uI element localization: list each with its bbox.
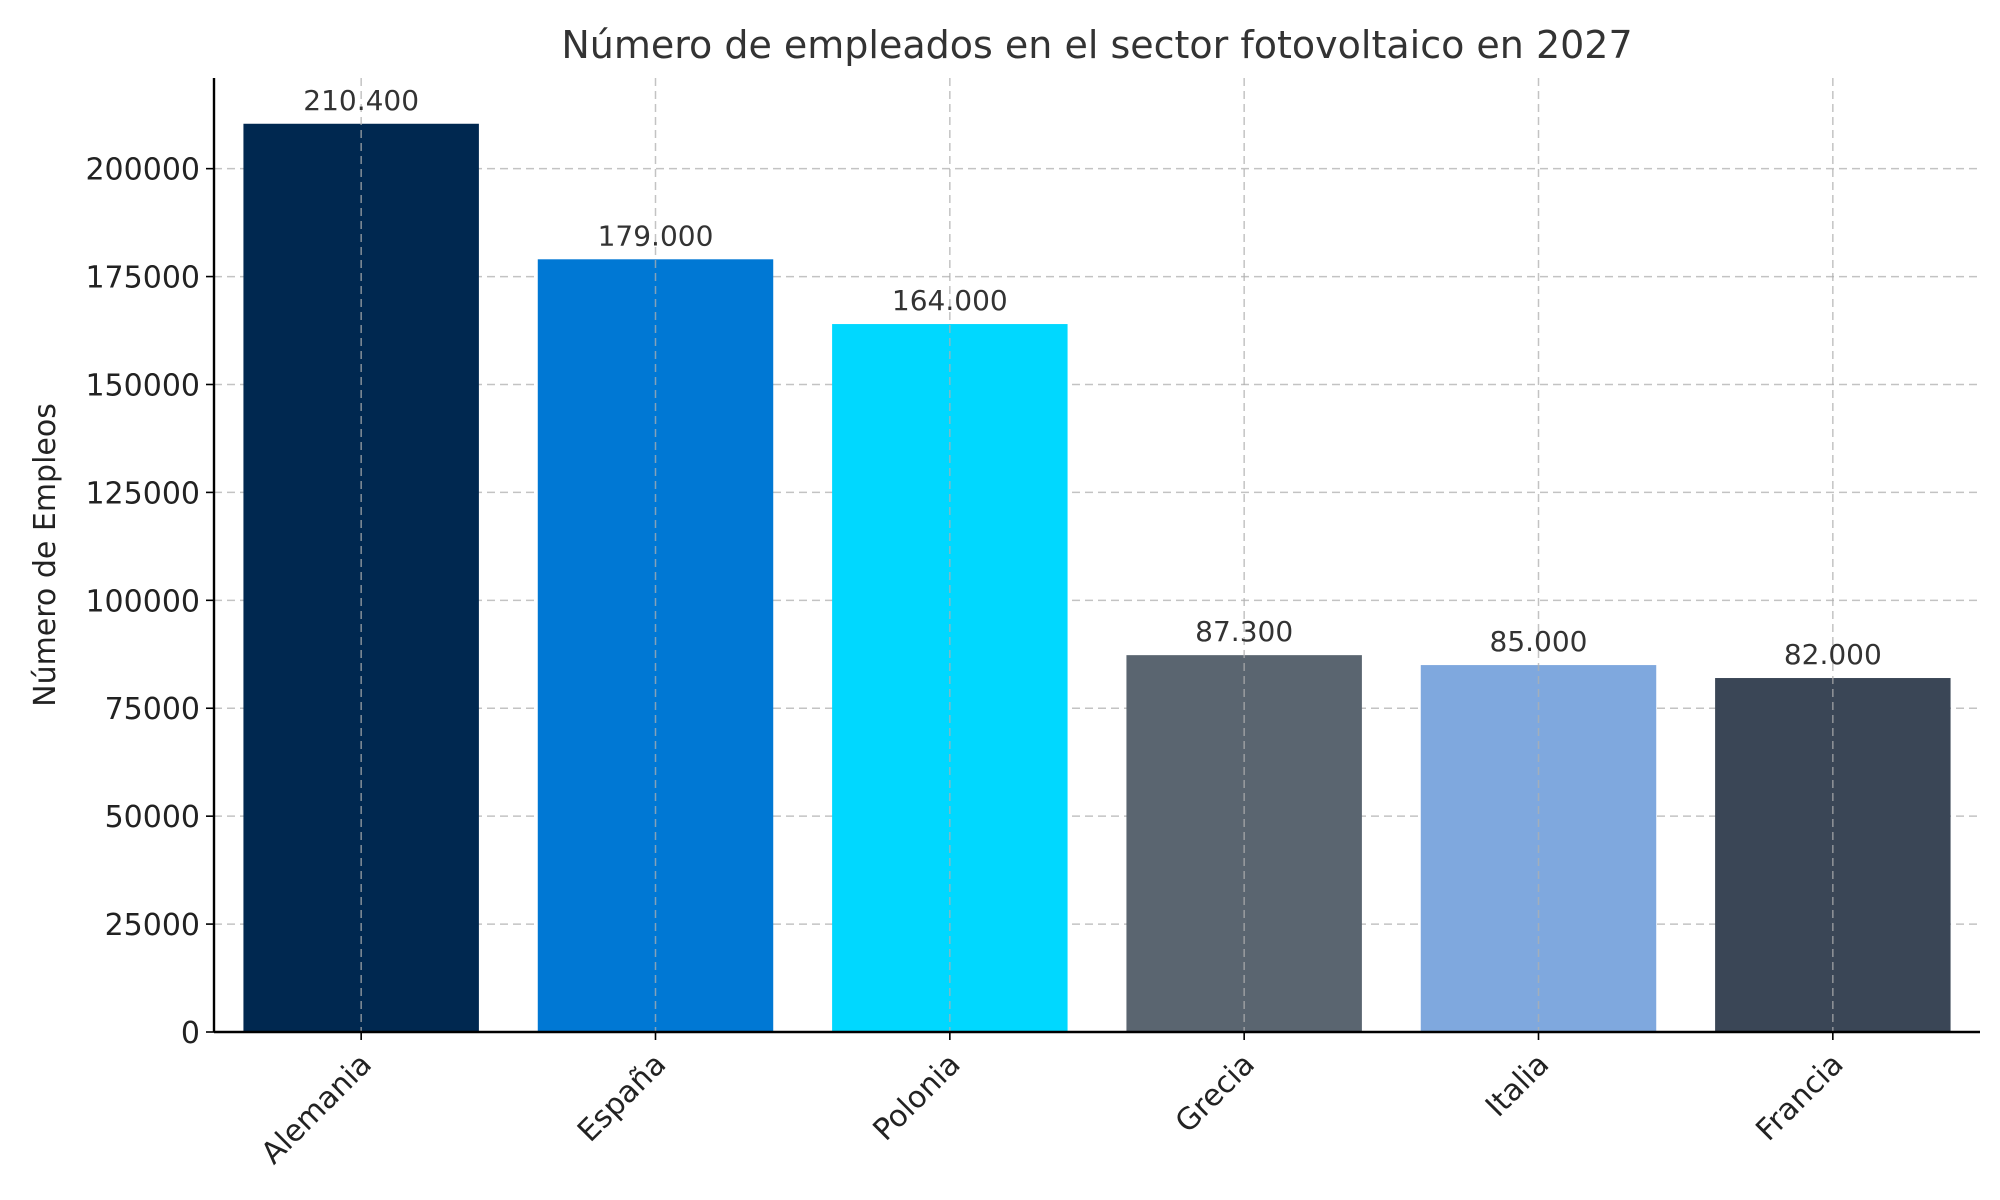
data-label: 179.000	[598, 219, 714, 252]
y-tick-label: 0	[181, 1016, 200, 1051]
bar-francia	[1715, 678, 1951, 1032]
y-tick-label: 50000	[105, 800, 200, 835]
x-tick-label-españa: España	[571, 1047, 673, 1149]
data-labels: 210.400 179.000 164.000 87.300 85.000 82.000	[303, 84, 1882, 671]
data-label: 164.000	[892, 284, 1008, 317]
data-label: 87.300	[1195, 615, 1293, 648]
y-tick-label: 200000	[85, 153, 200, 188]
chart-title: Número de empleados en el sector fotovol…	[561, 23, 1632, 67]
y-tick-label: 150000	[85, 368, 200, 403]
data-label: 85.000	[1490, 625, 1588, 658]
x-tick-label-grecia: Grecia	[1169, 1047, 1262, 1140]
bars	[243, 123, 1951, 1033]
y-axis-label: Número de Empleos	[28, 403, 63, 707]
x-gridlines	[360, 78, 1834, 1032]
x-tick-label-italia: Italia	[1479, 1047, 1556, 1124]
data-label: 210.400	[303, 84, 419, 117]
data-label: 82.000	[1784, 638, 1882, 671]
x-tick-label-alemania: Alemania	[255, 1047, 379, 1171]
y-tick-label: 100000	[85, 584, 200, 619]
y-tick-label: 125000	[85, 476, 200, 511]
y-tick-label: 75000	[105, 692, 200, 727]
x-tick-label-polonia: Polonia	[867, 1047, 968, 1148]
axes	[206, 78, 1980, 1040]
y-tick-label: 175000	[85, 261, 200, 296]
x-tick-label-francia: Francia	[1749, 1047, 1850, 1148]
y-tick-label: 25000	[105, 908, 200, 943]
